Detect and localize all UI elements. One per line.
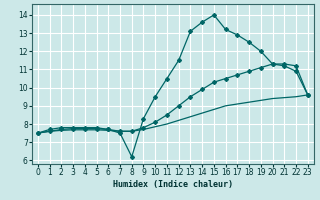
X-axis label: Humidex (Indice chaleur): Humidex (Indice chaleur): [113, 180, 233, 189]
